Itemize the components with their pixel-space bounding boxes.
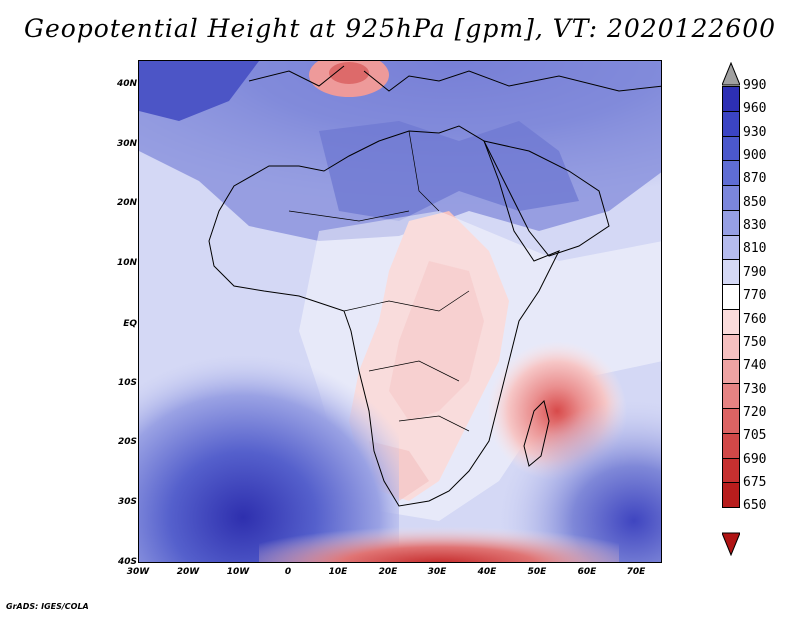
colorbar-label: 960 — [743, 101, 767, 117]
colorbar-cell — [722, 160, 740, 187]
colorbar-label: 760 — [743, 311, 767, 327]
colorbar-label: 705 — [743, 428, 767, 444]
lat-label: 10N — [116, 258, 137, 268]
lon-label: 50E — [527, 567, 547, 577]
colorbar-cell — [722, 432, 740, 459]
colorbar-cell — [722, 358, 740, 385]
colorbar-label: 740 — [743, 358, 767, 374]
colorbar-cell — [722, 284, 740, 310]
colorbar-label: 690 — [743, 451, 767, 467]
lon-label: 30E — [427, 567, 447, 577]
colorbar-label: 750 — [743, 334, 767, 350]
colorbar-cell — [722, 383, 740, 410]
colorbar-cell — [722, 110, 740, 137]
lon-label: 10W — [226, 567, 250, 577]
colorbar-cell — [722, 234, 740, 261]
colorbar-cell — [722, 135, 740, 162]
colorbar-bottom-arrow — [722, 532, 740, 556]
map-field — [139, 61, 661, 562]
lat-label: EQ — [123, 319, 137, 329]
colorbar-cell — [722, 408, 740, 434]
lat-label: 40S — [117, 557, 137, 567]
lat-label: 20N — [116, 198, 137, 208]
map-panel — [138, 60, 662, 563]
colorbar-label: 650 — [743, 498, 767, 514]
lat-label: 40N — [116, 79, 137, 89]
colorbar-cell — [722, 482, 740, 509]
colorbar-cell — [722, 185, 740, 211]
credit-text: GrADS: IGES/COLA — [6, 602, 89, 611]
lon-label: 30W — [126, 567, 150, 577]
colorbar-cell — [722, 209, 740, 236]
colorbar-label: 990 — [743, 78, 767, 93]
colorbar-label: 770 — [743, 288, 767, 304]
colorbar-top-arrow — [722, 62, 740, 86]
colorbar-label: 850 — [743, 194, 767, 210]
lat-label: 10S — [117, 378, 137, 388]
colorbar-cell — [722, 309, 740, 335]
colorbar-label: 900 — [743, 148, 767, 164]
colorbar-cell — [722, 259, 740, 286]
colorbar-label: 730 — [743, 381, 767, 397]
colorbar-label: 720 — [743, 404, 767, 420]
lon-label: 40E — [477, 567, 497, 577]
colorbar-label: 790 — [743, 264, 767, 280]
lat-label: 30N — [116, 139, 137, 149]
lon-label: 20E — [378, 567, 398, 577]
lat-label: 30S — [117, 497, 137, 507]
lon-label: 0 — [284, 567, 292, 577]
colorbar-label: 930 — [743, 124, 767, 140]
colorbar-cell — [722, 457, 740, 484]
lon-label: 10E — [328, 567, 348, 577]
lon-label: 60E — [577, 567, 597, 577]
colorbar-label: 810 — [743, 241, 767, 257]
colorbar — [722, 86, 740, 581]
colorbar-label: 830 — [743, 218, 767, 234]
colorbar-label: 870 — [743, 171, 767, 187]
lon-label: 20W — [176, 567, 200, 577]
chart-title: Geopotential Height at 925hPa [gpm], VT:… — [23, 14, 777, 43]
lon-label: 70E — [626, 567, 646, 577]
lat-label: 20S — [117, 437, 137, 447]
colorbar-label: 675 — [743, 474, 767, 490]
colorbar-cell — [722, 86, 740, 112]
colorbar-cell — [722, 333, 740, 360]
